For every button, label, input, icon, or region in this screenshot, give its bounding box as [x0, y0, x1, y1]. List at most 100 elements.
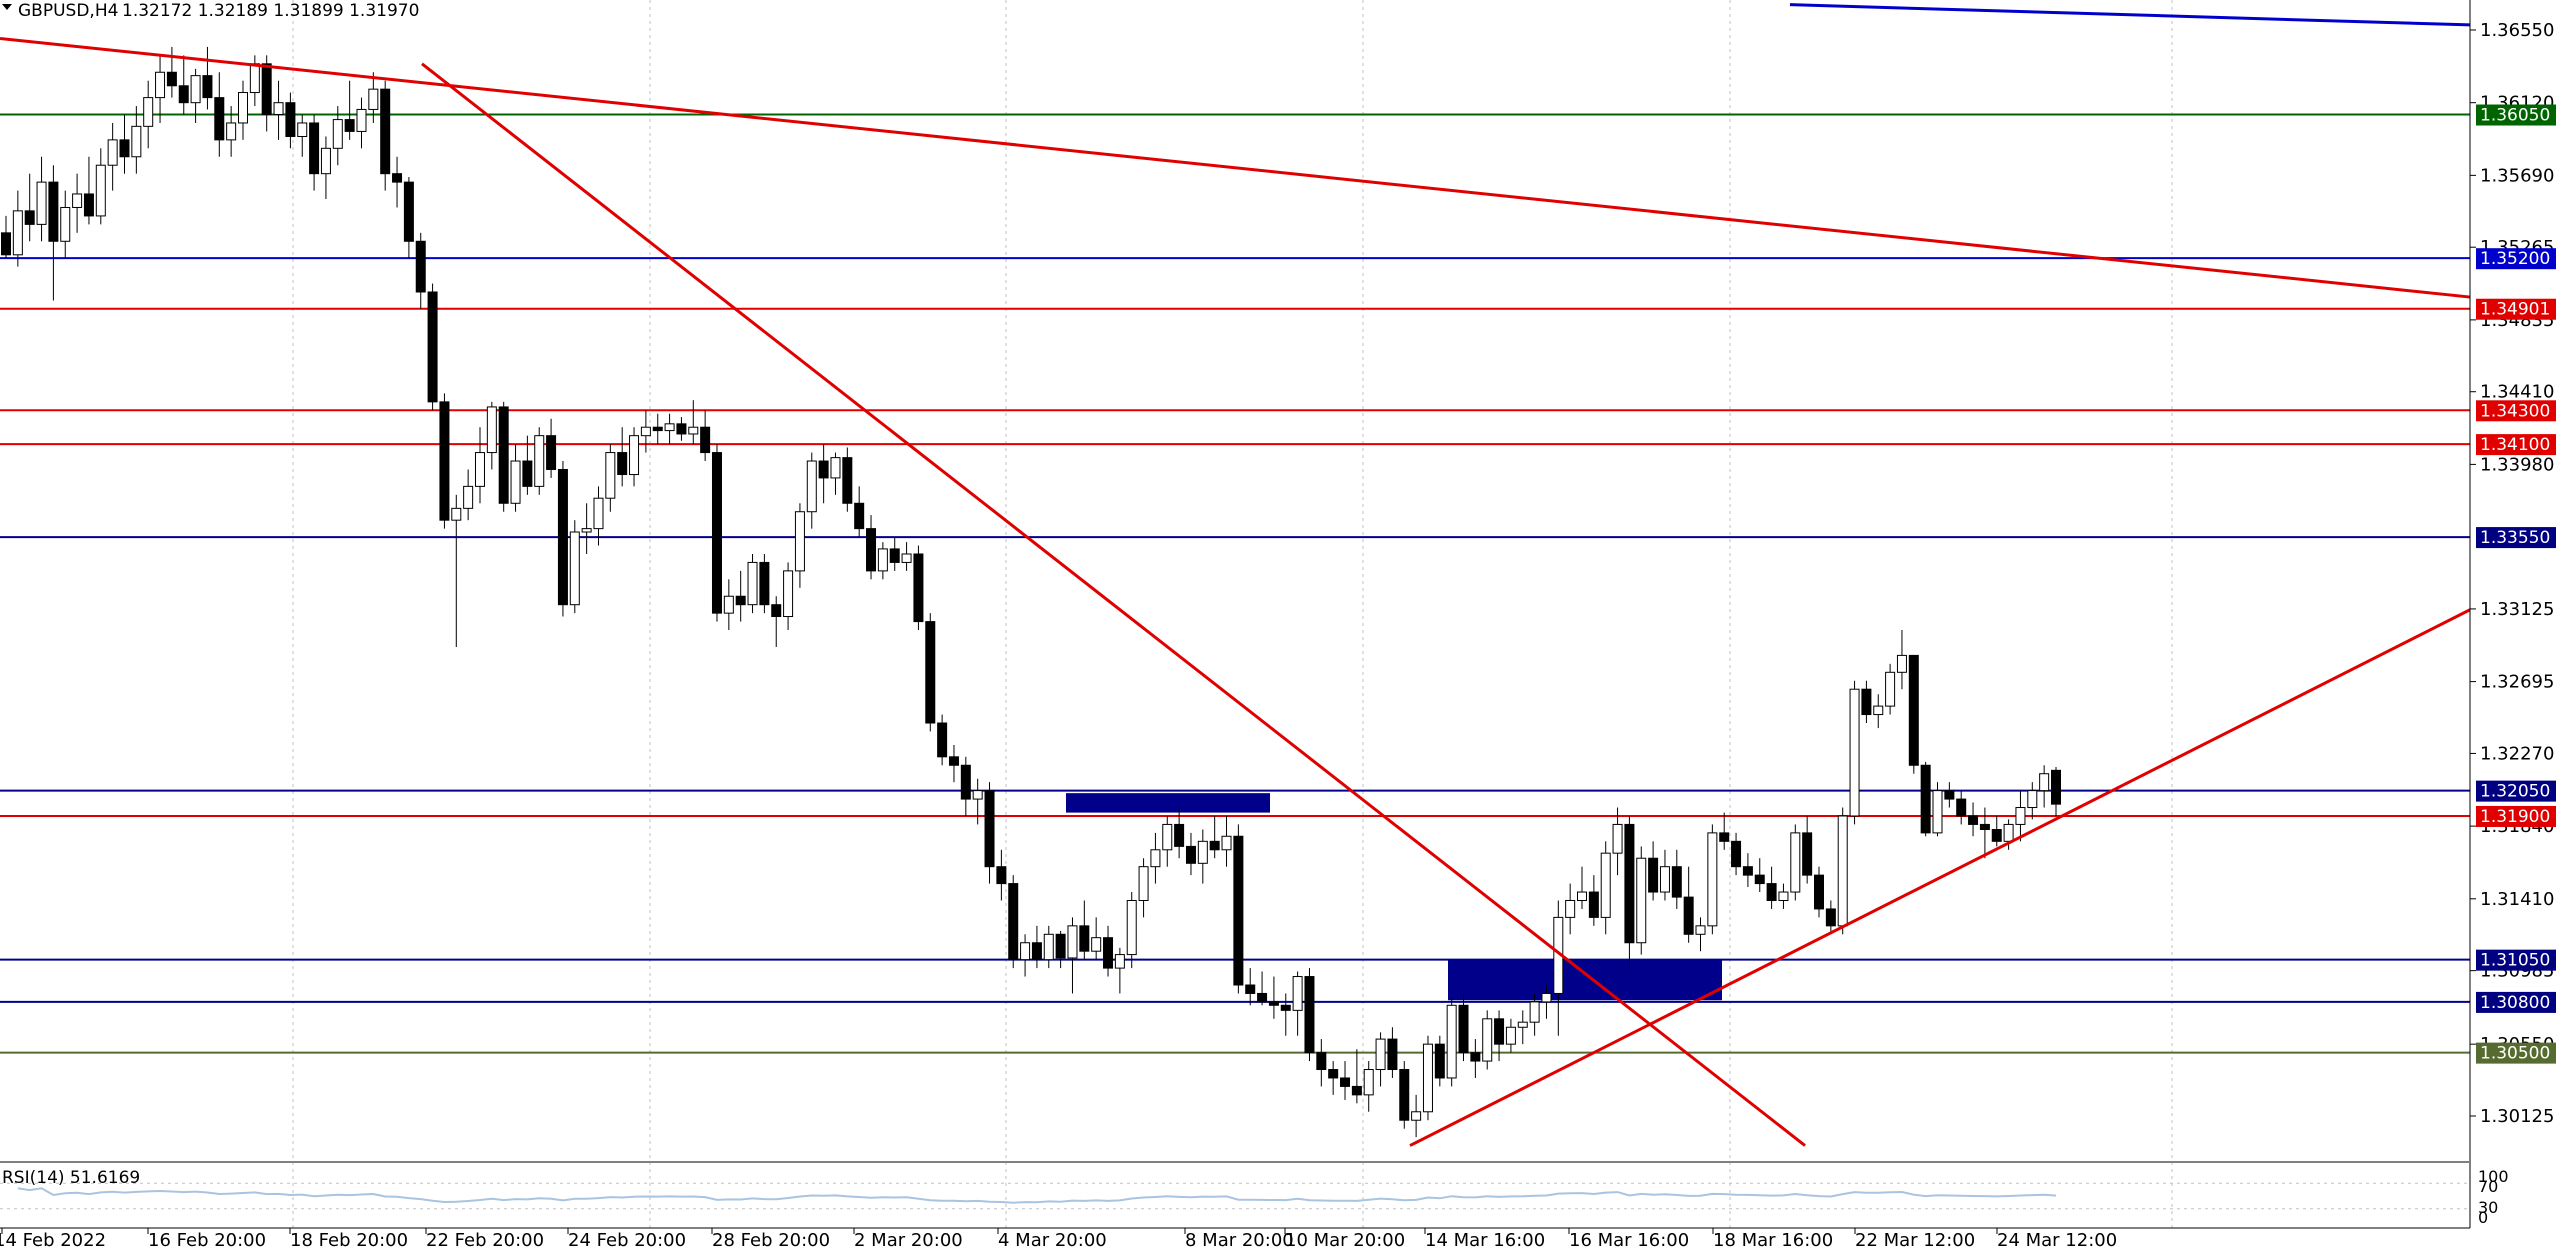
candle: [794, 503, 805, 588]
candle: [1, 215, 11, 259]
rsi-panel[interactable]: [0, 1182, 2470, 1210]
candle: [569, 520, 580, 614]
candle: [818, 444, 829, 504]
candle-body-bull: [36, 181, 47, 225]
candle-body-bear: [818, 460, 829, 479]
x-tick-label: 14 Feb 2022: [0, 1230, 106, 1251]
candle: [2051, 766, 2061, 816]
price-tag-1.34901: 1.34901: [2476, 298, 2556, 320]
candle: [273, 80, 284, 140]
candle: [1636, 846, 1647, 955]
candle: [486, 401, 497, 470]
candle: [1268, 976, 1279, 1019]
candle: [1565, 883, 1576, 935]
candle: [960, 756, 971, 816]
candle-body-bear: [166, 71, 177, 87]
price-tag-bg: [2476, 991, 2556, 1013]
candle-body-bull: [1529, 1001, 1540, 1023]
candle-body-bull: [1790, 832, 1801, 893]
candle: [1968, 802, 1979, 837]
candle-body-bear: [427, 291, 438, 403]
price-tag-1.32050: 1.32050: [2476, 780, 2556, 802]
candle: [1588, 875, 1599, 926]
x-tick-label: 28 Feb 20:00: [712, 1230, 830, 1251]
rsi-level-30: 30: [2478, 1198, 2498, 1217]
y-tick-label: 1.34410: [2480, 382, 2554, 403]
candle-body-bull: [534, 435, 545, 487]
price-tag-1.30800: 1.30800: [2476, 991, 2556, 1013]
candle-body-bear: [1494, 1018, 1505, 1045]
candle-body-bull: [1422, 1043, 1433, 1113]
candle: [1908, 654, 1919, 774]
candle-body-bear: [1008, 883, 1019, 961]
candle-body-bear: [1968, 815, 1979, 825]
candle-body-bear: [24, 210, 35, 225]
candle: [1020, 934, 1031, 977]
candle: [1802, 815, 1813, 884]
price-tag-1.34300: 1.34300: [2476, 400, 2556, 422]
candle-body-bull: [1612, 823, 1623, 854]
candle-body-bull: [1707, 832, 1718, 927]
candle: [948, 744, 959, 783]
candle-body-bull: [463, 485, 474, 509]
trendline-1[interactable]: [421, 62, 1806, 1147]
candle: [131, 106, 142, 174]
candle-body-bull: [972, 790, 983, 800]
candle-body-bear: [759, 561, 770, 606]
candle: [1304, 968, 1315, 1062]
candle-body-bull: [901, 553, 912, 563]
price-tag-bg: [2476, 400, 2556, 422]
candle-body-bear: [1944, 790, 1955, 800]
candle-body-bear: [1742, 866, 1753, 876]
candle-body-bull: [794, 511, 805, 572]
x-tick-label: 14 Mar 16:00: [1425, 1230, 1545, 1251]
candle: [1861, 680, 1872, 724]
candle-body-bear: [439, 401, 450, 521]
candle: [1138, 858, 1149, 918]
supply-demand-zone-0: [1066, 793, 1270, 813]
candle: [1979, 807, 1990, 859]
y-axis-panel: [2470, 0, 2560, 1253]
candle-body-bear: [1920, 764, 1931, 834]
candle: [403, 177, 414, 259]
candle: [546, 418, 557, 478]
trendline-3[interactable]: [1789, 3, 2471, 27]
trendline-0[interactable]: [0, 36, 2471, 299]
triangle-down-icon[interactable]: [2, 4, 12, 10]
horizontal-levels[interactable]: [0, 113, 2470, 1054]
candle-body-bear: [1802, 832, 1813, 876]
trendlines[interactable]: [0, 3, 2471, 1147]
candle-body-bear: [1766, 883, 1777, 901]
price-tag-bg: [2476, 1042, 2556, 1064]
candle-body-bull: [451, 507, 462, 521]
candle-body-bear: [854, 502, 865, 530]
candle-body-bear: [214, 97, 225, 141]
candle-body-bear: [1956, 798, 1967, 817]
candle-body-bull: [806, 460, 817, 513]
y-tick-label: 1.30125: [2480, 1106, 2554, 1127]
candle-body-bull: [1067, 925, 1078, 959]
price-tag-bg: [2476, 298, 2556, 320]
candle: [1956, 790, 1967, 825]
candle: [1719, 812, 1730, 850]
x-axis-ticks: 14 Feb 2022 16 Feb 20:00 18 Feb 20:00 22 Fe…: [0, 1228, 2117, 1251]
candle: [474, 427, 485, 504]
x-tick-label: 24 Mar 12:00: [1997, 1230, 2117, 1251]
candle-body-bull: [95, 164, 106, 217]
y-tick-label: 1.31410: [2480, 889, 2554, 910]
candle: [711, 444, 722, 622]
grid: [292, 0, 2173, 1228]
candle-body-bull: [12, 210, 23, 256]
candle-body-bull: [1292, 976, 1303, 1011]
candle-body-bear: [1268, 1001, 1279, 1006]
candle-body-bull: [2003, 823, 2014, 842]
candle-body-bear: [711, 452, 722, 614]
price-tag-text: 1.30500: [2480, 1044, 2550, 1064]
candle: [1008, 875, 1019, 969]
candle-body-bull: [226, 122, 237, 141]
candle: [1126, 892, 1137, 969]
candle-body-bull: [474, 452, 485, 487]
trendline-2[interactable]: [1409, 608, 2471, 1147]
candle: [1233, 824, 1244, 994]
